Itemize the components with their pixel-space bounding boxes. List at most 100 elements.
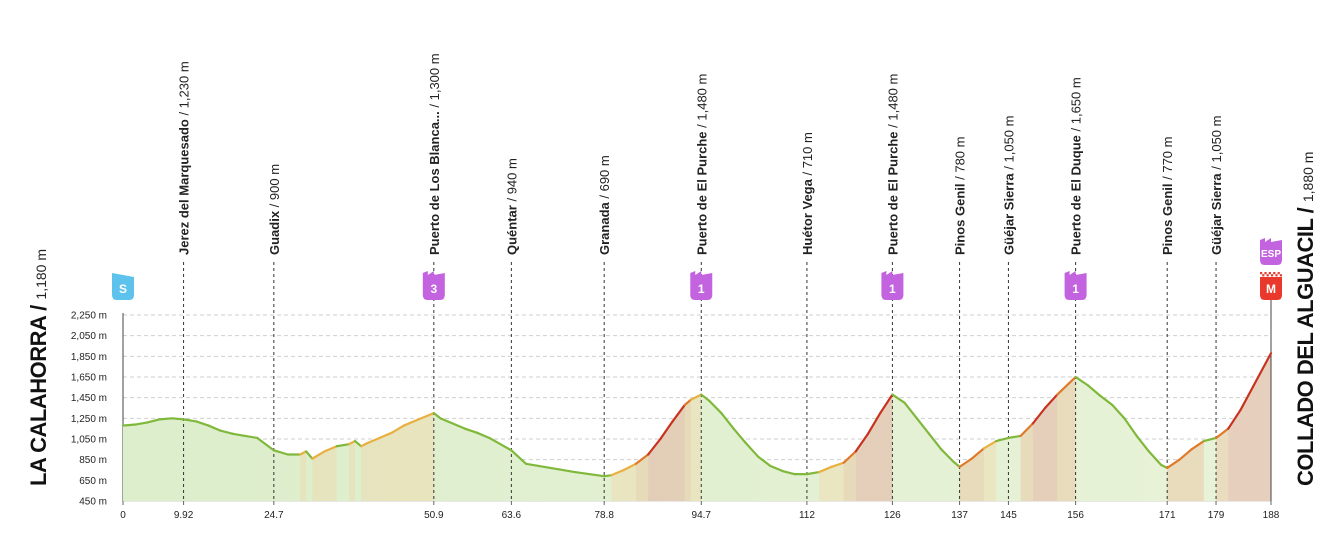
profile-segment: [1147, 450, 1163, 466]
profile-segment: [708, 399, 723, 415]
y-tick-label: 1,850 m: [71, 352, 107, 363]
checkpoint-label: Güéjar Sierra / 1,050 m: [1209, 116, 1224, 255]
x-tick-label: 24.7: [264, 510, 284, 521]
profile-segment: [940, 448, 955, 463]
checker-square: [1271, 274, 1274, 277]
climb-shading: [672, 404, 685, 501]
y-tick-label: 1,250 m: [71, 414, 107, 425]
y-tick-label: 1,650 m: [71, 373, 107, 384]
start-finish-labels: LA CALAHORRA / 1,180 m COLLADO DEL ALGUAC…: [26, 152, 1318, 486]
badge-shape: [422, 271, 445, 300]
x-tick-label: 9.92: [174, 510, 194, 521]
checker-square: [1268, 272, 1271, 275]
checkpoint-label: Guadix / 900 m: [267, 164, 282, 255]
checkpoint-name: Pinos Genil: [1160, 180, 1175, 255]
profile-segment: [256, 436, 275, 452]
y-tick-label: 2,250 m: [71, 311, 107, 322]
checkpoint-label: Huétor Vega / 710 m: [800, 132, 815, 255]
y-tick-label: 2,050 m: [71, 331, 107, 342]
climb-shading: [1252, 353, 1271, 501]
checkpoint-altitude: / 1,050 m: [1001, 116, 1016, 170]
start-altitude: 1,180 m: [33, 249, 49, 300]
profile-segment: [958, 457, 973, 468]
checkpoint-name: Güéjar Sierra: [1001, 170, 1016, 255]
badge-text: 3: [430, 282, 437, 296]
checkpoint-label: Puerto de El Purche / 1,480 m: [885, 74, 900, 255]
profile-segment: [756, 455, 772, 467]
climb-shading: [660, 421, 673, 501]
climb-shading: [1179, 449, 1192, 501]
finish-altitude: 1,880 m: [1300, 152, 1316, 203]
profile-segment: [982, 439, 998, 450]
profile-segment: [610, 468, 625, 477]
y-tick-label: 1,450 m: [71, 393, 107, 404]
checkpoint-label: Puerto de Los Blanca... / 1,300 m: [427, 53, 442, 255]
checkpoint-name: Puerto de El Purche: [885, 128, 900, 255]
checkpoint-label: Quéntar / 940 m: [504, 158, 519, 255]
profile-segment: [1019, 422, 1034, 437]
profile-segment: [879, 393, 894, 415]
checkpoint-label: Puerto de El Purche / 1,480 m: [694, 74, 709, 255]
climb-shading: [831, 462, 844, 501]
profile-segment: [1056, 375, 1077, 396]
climb-shading: [819, 466, 832, 501]
climb-shading: [324, 446, 337, 501]
profile-segment: [573, 470, 606, 478]
profile-segment: [366, 436, 381, 445]
profile-segment: [134, 421, 149, 426]
climb-shading: [959, 458, 972, 501]
checkpoint-altitude: / 1,480 m: [694, 74, 709, 128]
x-tick-label: 63.6: [502, 510, 522, 521]
checker-square: [1262, 274, 1265, 277]
profile-segment: [170, 417, 185, 421]
checkpoint-name: Puerto de El Duque: [1069, 131, 1084, 255]
x-tick-label: 171: [1159, 510, 1176, 521]
checkpoint-label: Jerez del Marquesado / 1,230 m: [177, 61, 192, 255]
checkpoint-name: Pinos Genil: [953, 180, 968, 255]
profile-segment: [451, 422, 467, 430]
profile-segment: [415, 412, 435, 422]
finish-badge-m: M: [1260, 272, 1282, 300]
checkpoint-label: Granada / 690 m: [597, 155, 612, 255]
profile-segment: [683, 398, 692, 406]
profile-segment: [335, 443, 351, 448]
badge-shape: [1064, 271, 1087, 300]
profile-segment: [744, 442, 760, 458]
profile-segment: [659, 420, 674, 441]
badge-shape: [690, 271, 713, 300]
checkpoint-labels: Jerez del Marquesado / 1,230 m Guadix / 9…: [177, 53, 1224, 255]
y-tick-label: 450 m: [79, 497, 107, 508]
profile-segment: [390, 424, 405, 434]
profile-segment: [432, 412, 442, 420]
checkpoint-label: Pinos Genil / 780 m: [953, 137, 968, 255]
profile-segment: [854, 432, 870, 453]
climb-shading: [648, 439, 661, 501]
profile-segment: [1239, 386, 1254, 412]
checker-square: [1277, 272, 1280, 275]
profile-segment: [830, 461, 845, 468]
profile-segment: [842, 450, 857, 464]
x-tick-label: 145: [1000, 510, 1017, 521]
profile-segment: [689, 393, 703, 401]
elevation-area-fill: [123, 353, 1271, 501]
climb-shading: [611, 470, 624, 501]
climb-shading: [690, 394, 702, 501]
climb-category-badge: 1: [881, 271, 904, 300]
profile-segment: [634, 453, 650, 465]
profile-segment: [805, 470, 821, 476]
profile-segment: [353, 439, 363, 448]
x-tick-label: 112: [799, 510, 815, 521]
start-label: LA CALAHORRA / 1,180 m: [26, 249, 51, 486]
climb-shading: [367, 437, 380, 501]
badge-text: 1: [889, 282, 896, 296]
checkpoint-altitude: / 780 m: [953, 137, 968, 180]
profile-segment: [549, 466, 576, 474]
checkpoint-altitude: / 770 m: [1160, 137, 1175, 180]
climb-shading: [623, 463, 636, 501]
profile-segment: [1123, 417, 1138, 437]
profile-segment: [915, 417, 931, 435]
y-tick-label: 850 m: [79, 455, 107, 466]
climb-badges: 3 1 1 1 S ESP M: [112, 238, 1282, 300]
profile-segment: [1166, 458, 1181, 470]
